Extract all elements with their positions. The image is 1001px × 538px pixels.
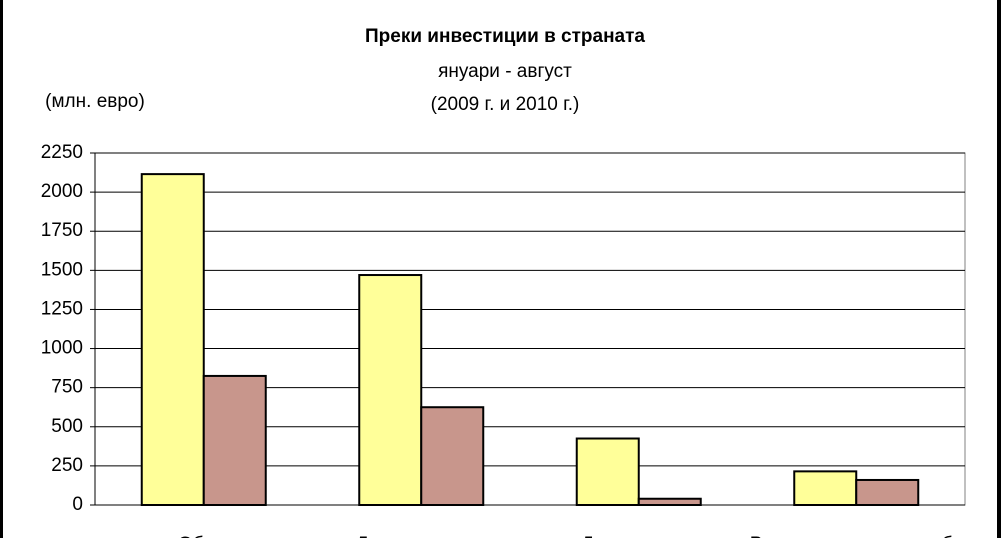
plot: 0 250 500 750 1000 1250 1500 1750 2000 2250 Общо Дя…	[41, 142, 966, 538]
chart-subtitle: януари - август	[438, 61, 572, 82]
y-tick-label: 1500	[41, 259, 83, 280]
left-edge	[0, 0, 3, 538]
bar	[420, 406, 485, 507]
x-tick-label: Общо	[178, 534, 230, 538]
x-tick-label: Друг капитал	[581, 534, 696, 538]
chart-subtitle: (2009 г. и 2010 г.)	[431, 94, 580, 115]
y-tick-label: 250	[51, 455, 83, 476]
y-tick-label: 500	[51, 416, 83, 437]
y-tick-label: 1250	[41, 298, 83, 319]
x-tick-label: Дялов капитал	[356, 534, 487, 538]
bar	[358, 274, 423, 506]
y-tick-label: 0	[72, 494, 83, 515]
y-axis-label: (млн. евро)	[45, 91, 145, 112]
y-tick-label: 1000	[41, 338, 83, 359]
x-tick-label: Реинвестирана печалба	[750, 534, 963, 538]
y-tick-label: 750	[51, 377, 83, 398]
y-tick-label: 1750	[41, 220, 83, 241]
bar	[855, 478, 920, 507]
bar	[793, 470, 858, 506]
bar	[202, 374, 267, 506]
right-edge	[997, 0, 1001, 538]
bar	[140, 173, 205, 506]
bar	[575, 437, 640, 506]
bar	[637, 497, 702, 506]
y-tick-label: 2250	[41, 142, 83, 163]
y-tick-label: 2000	[41, 181, 83, 202]
chart-title: Преки инвестиции в страната	[365, 26, 645, 47]
